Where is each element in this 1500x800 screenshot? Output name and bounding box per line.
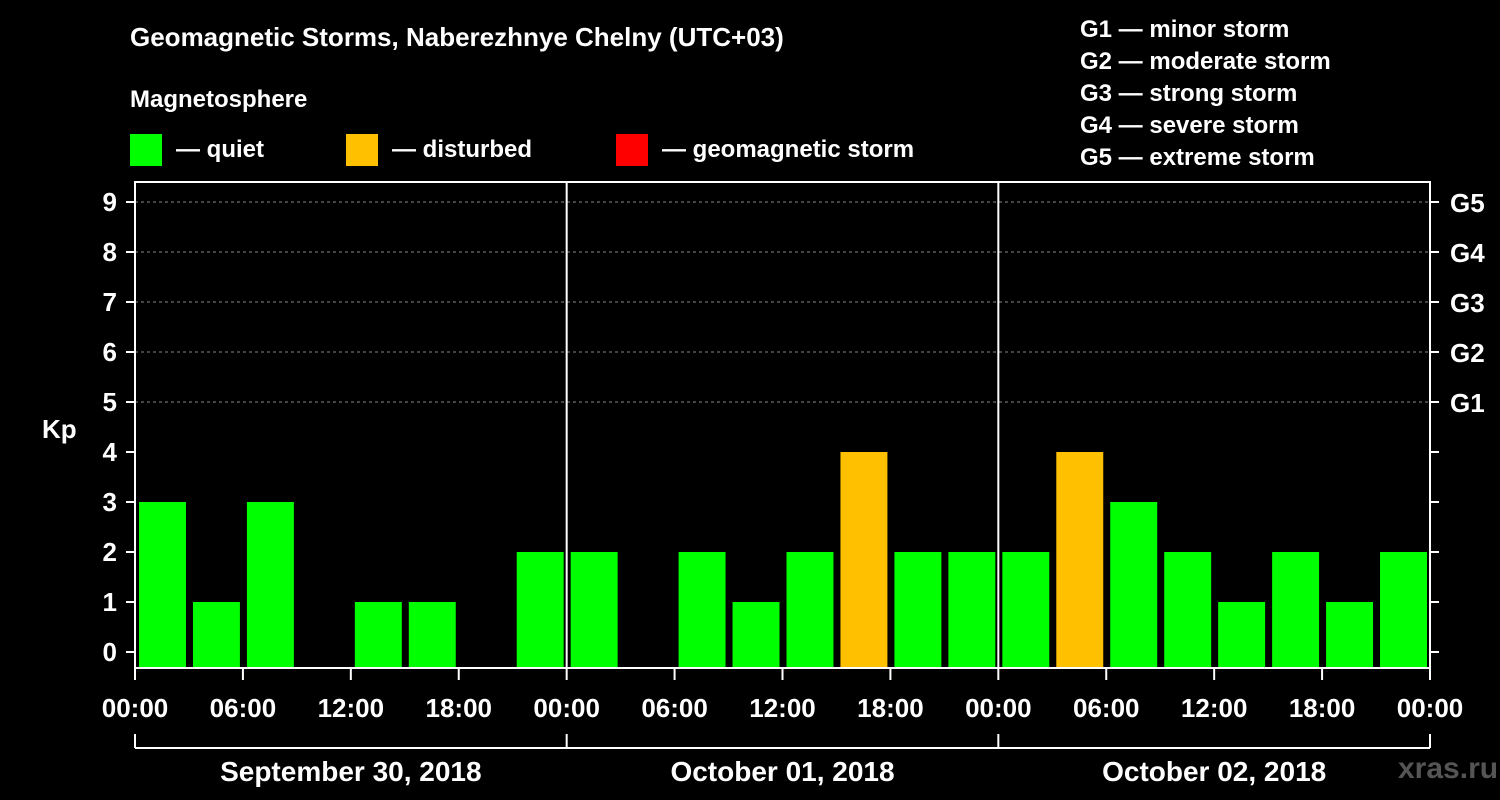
g-scale-item: G3 — strong storm — [1080, 80, 1298, 107]
y-tick-label: 4 — [103, 437, 118, 467]
y-tick-label: 0 — [103, 637, 117, 667]
x-tick-label: 18:00 — [1289, 693, 1356, 723]
g-level-label: G5 — [1450, 188, 1485, 218]
kp-bar — [139, 502, 186, 668]
x-tick-label: 12:00 — [1181, 693, 1248, 723]
x-tick-label: 12:00 — [749, 693, 816, 723]
legend-storm: — geomagnetic storm — [616, 133, 914, 167]
x-tick-label: 12:00 — [318, 693, 385, 723]
kp-bar — [570, 552, 618, 668]
kp-bar — [516, 552, 564, 668]
legend-storm-label: — geomagnetic storm — [662, 136, 915, 163]
legend-quiet-label: — quiet — [176, 136, 264, 163]
legend-quiet: — quiet — [130, 133, 264, 167]
g-scale-item: G4 — severe storm — [1080, 112, 1299, 139]
x-tick-label: 06:00 — [1073, 693, 1140, 723]
chart-title: Geomagnetic Storms, Naberezhnye Chelny (… — [130, 22, 784, 52]
kp-bar — [1218, 602, 1266, 668]
kp-bar — [408, 602, 456, 668]
g-level-label: G1 — [1450, 388, 1485, 418]
kp-bar — [246, 502, 294, 668]
y-tick-label: 1 — [103, 587, 117, 617]
g-level-label: G2 — [1450, 338, 1485, 368]
y-tick-label: 9 — [103, 187, 117, 217]
x-tick-label: 00:00 — [533, 693, 600, 723]
x-tick-label: 00:00 — [1397, 693, 1464, 723]
kp-bar — [1002, 552, 1050, 668]
y-tick-label: 8 — [103, 237, 117, 267]
y-tick-label: 3 — [103, 487, 117, 517]
day-label: October 01, 2018 — [670, 756, 894, 787]
disturbed-swatch — [346, 134, 378, 166]
kp-bar — [1326, 602, 1374, 668]
watermark: xras.ru — [1398, 752, 1499, 785]
y-tick-label: 6 — [103, 337, 117, 367]
kp-bar — [678, 552, 726, 668]
kp-bar — [354, 602, 402, 668]
kp-bar — [1380, 552, 1427, 668]
storm-swatch — [616, 134, 648, 166]
g-scale-item: G5 — extreme storm — [1080, 144, 1315, 171]
g-scale-item: G2 — moderate storm — [1080, 48, 1331, 75]
y-tick-label: 7 — [103, 287, 117, 317]
kp-bar — [948, 552, 996, 668]
x-tick-label: 00:00 — [102, 693, 169, 723]
x-tick-label: 00:00 — [965, 693, 1032, 723]
kp-bar — [192, 602, 240, 668]
y-tick-label: 2 — [103, 537, 117, 567]
kp-bar — [786, 552, 834, 668]
kp-bar — [1056, 452, 1104, 668]
kp-bar — [840, 452, 888, 668]
plot-frame — [134, 181, 1431, 669]
y-axis-label: Kp — [42, 414, 77, 444]
x-tick-label: 18:00 — [426, 693, 493, 723]
x-tick-label: 18:00 — [857, 693, 924, 723]
x-tick-label: 06:00 — [641, 693, 708, 723]
x-tick-label: 06:00 — [210, 693, 277, 723]
day-label: October 02, 2018 — [1102, 756, 1326, 787]
g-scale-item: G1 — minor storm — [1080, 16, 1290, 43]
legend-disturbed: — disturbed — [346, 133, 532, 167]
kp-bar — [1110, 502, 1158, 668]
y-tick-label: 5 — [103, 387, 117, 417]
kp-bar — [1164, 552, 1212, 668]
kp-bar — [894, 552, 942, 668]
legend-disturbed-label: — disturbed — [392, 136, 533, 163]
g-level-label: G3 — [1450, 288, 1485, 318]
g-scale-legend: G1 — minor storm G2 — moderate storm G3 … — [1080, 14, 1331, 174]
legend-title: Magnetosphere — [130, 86, 308, 113]
kp-bar — [1272, 552, 1320, 668]
day-label: September 30, 2018 — [220, 756, 482, 787]
quiet-swatch — [130, 134, 162, 166]
kp-bar — [732, 602, 780, 668]
g-level-label: G4 — [1450, 238, 1485, 268]
